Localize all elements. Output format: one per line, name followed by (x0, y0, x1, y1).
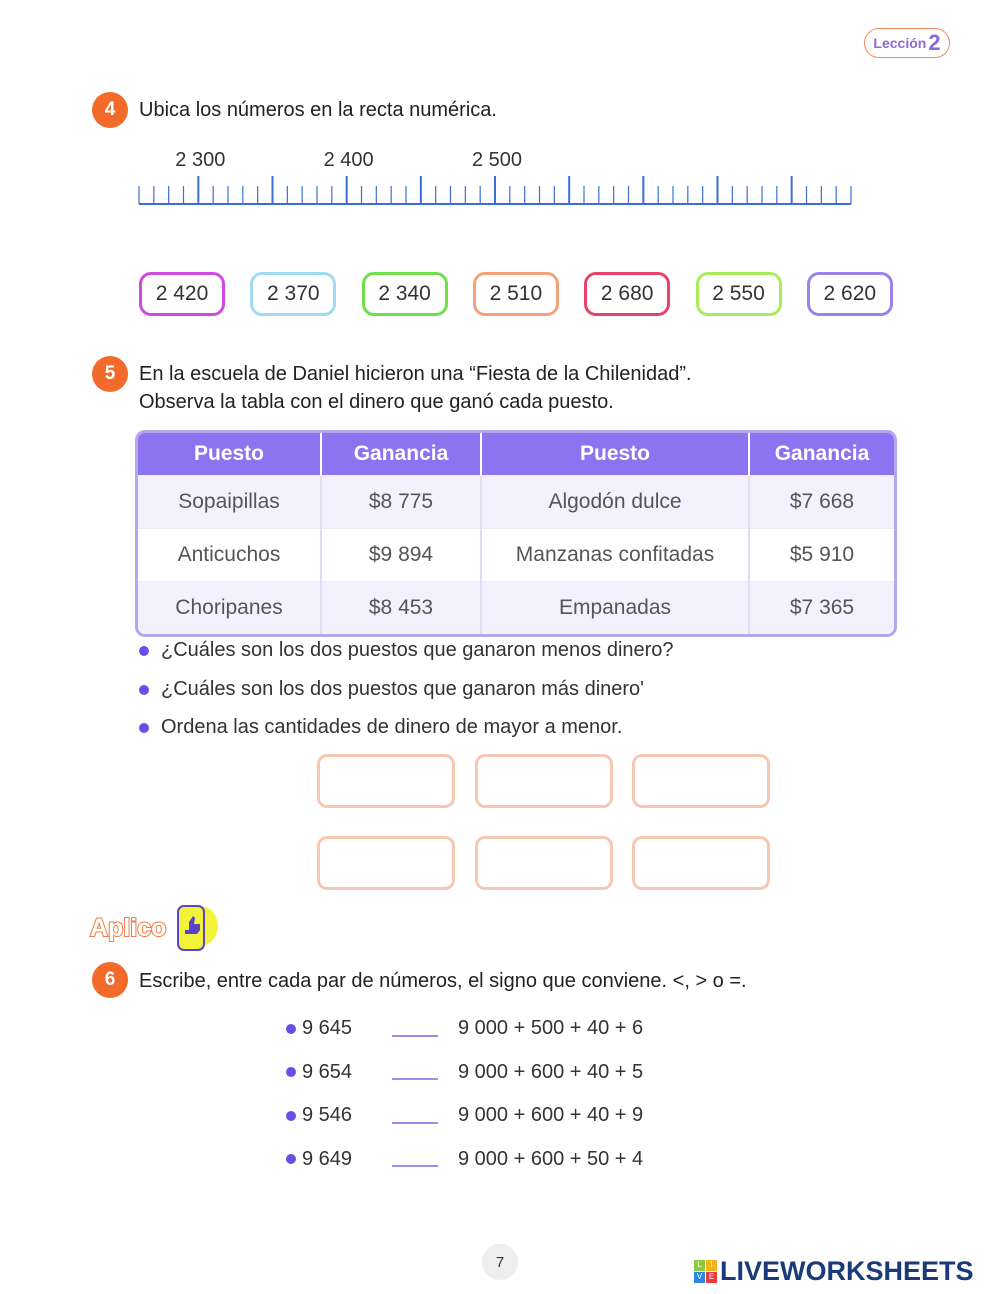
exercise-5-number: 5 (92, 356, 128, 392)
bullet-icon (139, 684, 149, 695)
right-expression: 9 000 + 600 + 50 + 4 (458, 1147, 644, 1170)
exercise-4-number: 4 (92, 92, 128, 128)
table-row: Choripanes $8 453 Empanadas $7 365 (138, 581, 894, 634)
header-puesto: Puesto (481, 433, 750, 476)
lesson-badge: Lección 2 (864, 28, 950, 58)
right-expression: 9 000 + 500 + 40 + 6 (458, 1017, 644, 1039)
tick-label: 2 300 (175, 149, 225, 171)
sign-blank-input[interactable] (392, 1021, 438, 1037)
exercise-6-number: 6 (92, 962, 128, 998)
cell: $9 894 (321, 528, 482, 582)
cell: Sopaipillas (138, 475, 322, 529)
logo-letter: V (694, 1272, 705, 1283)
liveworksheets-logo: L I V E LIVEWORKSHEETS (694, 1256, 974, 1287)
lesson-number: 2 (928, 30, 941, 55)
answer-box[interactable] (317, 754, 455, 808)
sign-blank-input[interactable] (392, 1151, 438, 1167)
answer-box[interactable] (317, 836, 455, 890)
right-expression: 9 000 + 600 + 40 + 9 (458, 1104, 644, 1126)
left-number: 9 649 (302, 1147, 353, 1170)
cell: Choripanes (138, 581, 322, 634)
number-card[interactable]: 2 550 (695, 272, 782, 316)
cell: Algodón dulce (481, 475, 750, 529)
logo-letter: L (694, 1260, 705, 1271)
question: Ordena las cantidades de dinero de mayor… (139, 716, 622, 739)
number-card[interactable]: 2 370 (250, 272, 337, 316)
cell: $5 910 (749, 528, 894, 582)
logo-icon: L I V E (694, 1260, 717, 1283)
tick-label: 2 400 (324, 149, 374, 171)
bullet-icon (286, 1023, 296, 1034)
comparison-item: 9 546 9 000 + 600 + 40 + 9 (286, 1104, 643, 1127)
number-line: 2 300 2 400 2 500 (138, 149, 852, 205)
header-ganancia: Ganancia (321, 433, 482, 476)
phone-thumbs-up-icon (177, 905, 218, 951)
question-text: ¿Cuáles son los dos puestos que ganaron … (161, 639, 674, 661)
bullet-icon (286, 1067, 296, 1077)
header-ganancia: Ganancia (749, 433, 894, 476)
comparison-item: 9 654 9 000 + 600 + 40 + 5 (286, 1061, 643, 1084)
table-row: Sopaipillas $8 775 Algodón dulce $7 668 (138, 475, 894, 529)
left-number: 9 546 (302, 1104, 353, 1126)
bullet-icon (286, 1110, 296, 1121)
brand-text: LIVEWORKSHEETS (720, 1256, 974, 1286)
question-text: ¿Cuáles son los dos puestos que ganaron … (161, 678, 644, 700)
cell: $8 775 (321, 475, 482, 529)
left-number: 9 654 (302, 1060, 353, 1083)
sign-blank-input[interactable] (392, 1108, 438, 1124)
answer-box[interactable] (632, 836, 770, 890)
logo-letter: E (706, 1272, 717, 1283)
exercise-5-line2: Observa la tabla con el dinero que ganó … (139, 391, 614, 413)
right-expression: 9 000 + 600 + 40 + 5 (458, 1060, 644, 1083)
comparison-item: 9 645 9 000 + 500 + 40 + 6 (286, 1017, 643, 1040)
number-card[interactable]: 2 420 (139, 272, 225, 316)
cell: Anticuchos (138, 528, 322, 582)
question: ¿Cuáles son los dos puestos que ganaron … (139, 678, 644, 701)
bullet-icon (139, 645, 149, 656)
answer-box[interactable] (475, 836, 613, 890)
bullet-icon (286, 1154, 296, 1164)
number-card[interactable]: 2 510 (472, 272, 559, 316)
answer-box[interactable] (475, 754, 613, 808)
number-card[interactable]: 2 340 (361, 272, 448, 316)
table-row: Anticuchos $9 894 Manzanas confitadas $5 91… (138, 528, 894, 582)
bullet-icon (139, 722, 149, 733)
tick-label: 2 500 (472, 149, 522, 171)
cell: Manzanas confitadas (481, 528, 750, 582)
number-card[interactable]: 2 620 (806, 272, 893, 316)
exercise-6-instruction: Escribe, entre cada par de números, el s… (139, 970, 747, 992)
comparison-item: 9 649 9 000 + 600 + 50 + 4 (286, 1148, 643, 1171)
page-number: 7 (482, 1244, 518, 1280)
lesson-label: Lección (873, 35, 927, 51)
sign-blank-input[interactable] (392, 1064, 438, 1080)
header-puesto: Puesto (138, 433, 322, 476)
earnings-table: Puesto Ganancia Puesto Ganancia Sopaipillas… (135, 430, 897, 637)
logo-letter: I (706, 1260, 717, 1271)
exercise-4-instruction: Ubica los números en la recta numérica. (139, 99, 497, 121)
cell: $8 453 (321, 581, 482, 634)
cell: Empanadas (481, 581, 750, 634)
question-text: Ordena las cantidades de dinero de mayor… (161, 716, 623, 738)
exercise-5-line1: En la escuela de Daniel hicieron una “Fi… (139, 363, 692, 385)
aplico-label: Aplico (89, 913, 167, 943)
cell: $7 668 (749, 475, 894, 529)
question: ¿Cuáles son los dos puestos que ganaron … (139, 639, 674, 662)
number-card[interactable]: 2 680 (584, 272, 671, 316)
cell: $7 365 (749, 581, 894, 634)
left-number: 9 645 (302, 1017, 353, 1039)
answer-box[interactable] (632, 754, 770, 808)
